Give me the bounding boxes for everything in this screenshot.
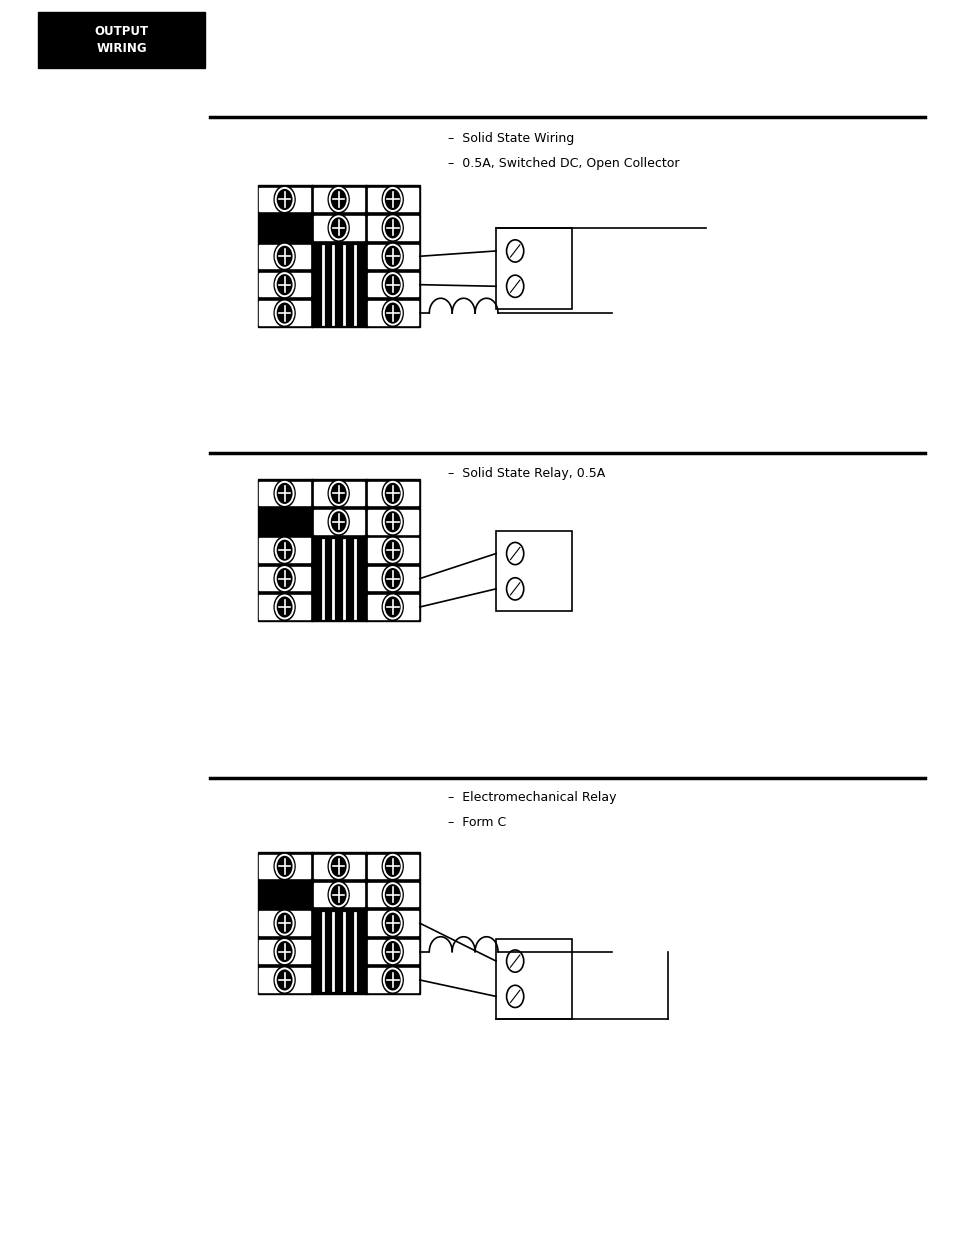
Circle shape (382, 909, 403, 936)
Circle shape (328, 509, 349, 536)
Text: –  0.5A, Switched DC, Open Collector: – 0.5A, Switched DC, Open Collector (448, 157, 679, 169)
Circle shape (274, 479, 294, 506)
Circle shape (328, 882, 349, 909)
Bar (257, 852, 419, 994)
Bar (314, 482, 363, 505)
Bar (259, 301, 310, 325)
Circle shape (274, 272, 294, 299)
Bar (314, 188, 363, 211)
Bar (367, 567, 417, 590)
Circle shape (274, 242, 294, 270)
Circle shape (274, 939, 294, 966)
Circle shape (382, 853, 403, 879)
Circle shape (274, 185, 294, 212)
Bar (259, 911, 310, 935)
Bar (367, 595, 417, 619)
Circle shape (382, 300, 403, 327)
Bar (367, 301, 417, 325)
Bar (259, 595, 310, 619)
Circle shape (382, 594, 403, 621)
Text: –  Form C: – Form C (448, 816, 506, 829)
Bar (314, 855, 363, 878)
Circle shape (382, 939, 403, 966)
Bar (259, 855, 310, 878)
Bar (259, 968, 310, 992)
Bar (38, 12, 205, 68)
Circle shape (382, 272, 403, 299)
Bar (259, 567, 310, 590)
Circle shape (274, 853, 294, 879)
Text: –  Solid State Relay, 0.5A: – Solid State Relay, 0.5A (448, 467, 605, 479)
Bar (314, 216, 363, 240)
Bar (367, 216, 417, 240)
Bar (367, 538, 417, 562)
Circle shape (274, 566, 294, 593)
Bar (367, 883, 417, 906)
Circle shape (274, 536, 294, 563)
Circle shape (382, 509, 403, 536)
Bar (496, 939, 572, 1019)
Bar (367, 245, 417, 268)
Circle shape (382, 966, 403, 993)
Text: –  Solid State Wiring: – Solid State Wiring (448, 132, 574, 144)
Bar (259, 245, 310, 268)
Bar (259, 482, 310, 505)
Circle shape (274, 594, 294, 621)
Circle shape (382, 566, 403, 593)
Circle shape (274, 300, 294, 327)
Bar (259, 538, 310, 562)
Bar (367, 510, 417, 534)
Circle shape (382, 242, 403, 270)
Bar (314, 510, 363, 534)
Circle shape (382, 185, 403, 212)
Bar (257, 185, 419, 327)
Circle shape (328, 215, 349, 242)
Circle shape (382, 536, 403, 563)
Bar (367, 968, 417, 992)
Bar (257, 479, 419, 621)
Bar (259, 940, 310, 963)
Bar (259, 273, 310, 296)
Circle shape (328, 853, 349, 879)
Bar (314, 883, 363, 906)
Bar (367, 482, 417, 505)
Bar (259, 188, 310, 211)
Circle shape (328, 185, 349, 212)
Circle shape (274, 966, 294, 993)
Text: OUTPUT
WIRING: OUTPUT WIRING (94, 25, 149, 56)
Text: –  Electromechanical Relay: – Electromechanical Relay (448, 792, 617, 804)
Bar (367, 273, 417, 296)
Bar (367, 855, 417, 878)
Circle shape (328, 479, 349, 506)
Circle shape (382, 215, 403, 242)
Circle shape (274, 909, 294, 936)
Circle shape (382, 882, 403, 909)
Bar (367, 911, 417, 935)
Circle shape (382, 479, 403, 506)
Bar (496, 228, 572, 309)
Bar (367, 940, 417, 963)
Bar (496, 531, 572, 611)
Bar (367, 188, 417, 211)
